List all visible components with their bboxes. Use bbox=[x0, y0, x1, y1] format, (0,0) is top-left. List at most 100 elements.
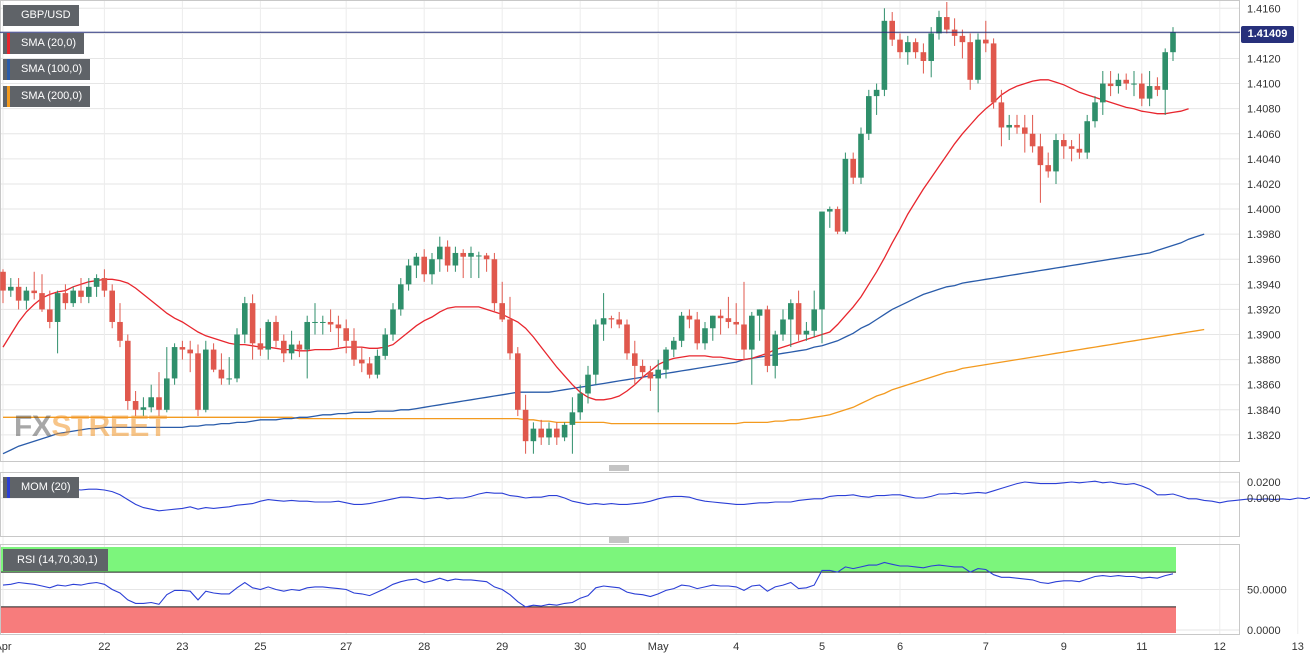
legend-symbol[interactable]: GBP/USD bbox=[3, 5, 79, 26]
legend-sma100[interactable]: SMA (100,0) bbox=[3, 59, 91, 80]
sma100-line bbox=[2, 233, 1205, 455]
candle bbox=[975, 33, 981, 84]
candle-body bbox=[195, 353, 201, 410]
candle-body bbox=[54, 293, 61, 322]
candle-body bbox=[686, 315, 693, 320]
candle-body bbox=[179, 347, 186, 350]
candle bbox=[382, 328, 388, 360]
candle bbox=[437, 236, 443, 272]
candle-body bbox=[866, 96, 872, 134]
candle bbox=[242, 296, 248, 344]
candle bbox=[366, 357, 373, 379]
candle bbox=[1084, 114, 1090, 159]
candle-body bbox=[702, 328, 708, 344]
pane-resize-handle[interactable] bbox=[609, 537, 629, 543]
candle bbox=[288, 330, 295, 360]
candle-body bbox=[554, 428, 560, 438]
rsi-tick-label: 0.0000 bbox=[1247, 625, 1281, 637]
candle bbox=[1037, 133, 1044, 203]
candle-body bbox=[499, 303, 505, 320]
x-axis-ticks: Apr22232527282930May45679111213141618 bbox=[0, 641, 1304, 653]
legend-sma20[interactable]: SMA (20,0) bbox=[3, 33, 85, 54]
candle-body bbox=[889, 20, 895, 40]
candle-body bbox=[312, 321, 318, 323]
candle bbox=[1029, 114, 1036, 153]
rsi-line bbox=[2, 561, 1174, 608]
sma200-swatch bbox=[7, 86, 10, 107]
candle-body bbox=[304, 321, 310, 350]
x-tick-label: 7 bbox=[983, 641, 989, 653]
candle bbox=[1045, 152, 1051, 178]
legend-sma200[interactable]: SMA (200,0) bbox=[3, 86, 91, 107]
candle bbox=[187, 340, 193, 373]
fxstreet-watermark: FXSTREET bbox=[14, 410, 167, 443]
candle-body bbox=[1006, 124, 1012, 128]
candle-body bbox=[257, 343, 264, 350]
x-tick-label: 23 bbox=[176, 641, 188, 653]
legend-rsi[interactable]: RSI (14,70,30,1) bbox=[3, 549, 108, 571]
main-pane-frame bbox=[0, 0, 1240, 462]
candle bbox=[23, 286, 30, 310]
x-tick-label: 29 bbox=[496, 641, 508, 653]
candle-body bbox=[983, 39, 989, 44]
legend-mom-label: MOM (20) bbox=[21, 481, 71, 493]
candle-body bbox=[359, 359, 365, 364]
candle bbox=[452, 246, 459, 272]
candle-body bbox=[733, 321, 739, 325]
candle bbox=[413, 252, 420, 279]
y-tick-label: 1.3840 bbox=[1247, 405, 1281, 417]
candle-body bbox=[47, 309, 53, 322]
candle-body bbox=[944, 17, 950, 30]
candle bbox=[897, 33, 903, 59]
candle-body bbox=[320, 321, 326, 323]
candle-body bbox=[912, 42, 919, 53]
candle-body bbox=[452, 252, 459, 266]
candle-body bbox=[561, 424, 568, 438]
candle bbox=[671, 337, 677, 358]
x-tick-label: 28 bbox=[418, 641, 430, 653]
candle-body bbox=[655, 369, 661, 379]
candle-body bbox=[70, 290, 76, 304]
candle bbox=[327, 309, 334, 333]
x-tick-label: Apr bbox=[0, 641, 12, 653]
candle bbox=[842, 152, 849, 235]
candle bbox=[296, 340, 303, 358]
sma-lines bbox=[2, 79, 1205, 455]
y-tick-label: 1.4160 bbox=[1247, 3, 1281, 15]
candle bbox=[343, 319, 349, 354]
candle-body bbox=[132, 401, 139, 410]
candle bbox=[678, 311, 685, 348]
x-tick-label: 11 bbox=[1136, 641, 1147, 653]
candle-body bbox=[8, 286, 14, 291]
legend-mom[interactable]: MOM (20) bbox=[3, 477, 79, 498]
candlesticks bbox=[0, 2, 1176, 454]
candle-body bbox=[639, 365, 646, 373]
rsi-overbought-zone bbox=[1, 547, 1176, 573]
candle bbox=[132, 390, 139, 417]
candle-body bbox=[1107, 83, 1114, 87]
x-tick-label: 6 bbox=[897, 641, 903, 653]
candle bbox=[1123, 73, 1129, 90]
candle-body bbox=[951, 29, 958, 36]
candle bbox=[54, 290, 61, 354]
candle-body bbox=[1068, 146, 1075, 149]
candle-body bbox=[632, 353, 638, 366]
candle bbox=[109, 284, 115, 329]
candle bbox=[398, 278, 404, 316]
candle bbox=[608, 315, 615, 329]
candle bbox=[788, 299, 794, 348]
pane-resize-handle[interactable] bbox=[609, 465, 629, 471]
mom-pane-frame bbox=[0, 472, 1240, 537]
candle bbox=[515, 347, 521, 417]
legend-symbol-label: GBP/USD bbox=[21, 9, 71, 21]
candle-body bbox=[1014, 124, 1020, 128]
candle bbox=[1100, 71, 1106, 115]
candle bbox=[561, 422, 568, 442]
candle-body bbox=[507, 319, 513, 354]
candle-body bbox=[795, 303, 802, 335]
candle bbox=[460, 249, 466, 279]
candle-body bbox=[398, 284, 404, 310]
candle-body bbox=[187, 349, 193, 354]
candle bbox=[156, 372, 162, 417]
